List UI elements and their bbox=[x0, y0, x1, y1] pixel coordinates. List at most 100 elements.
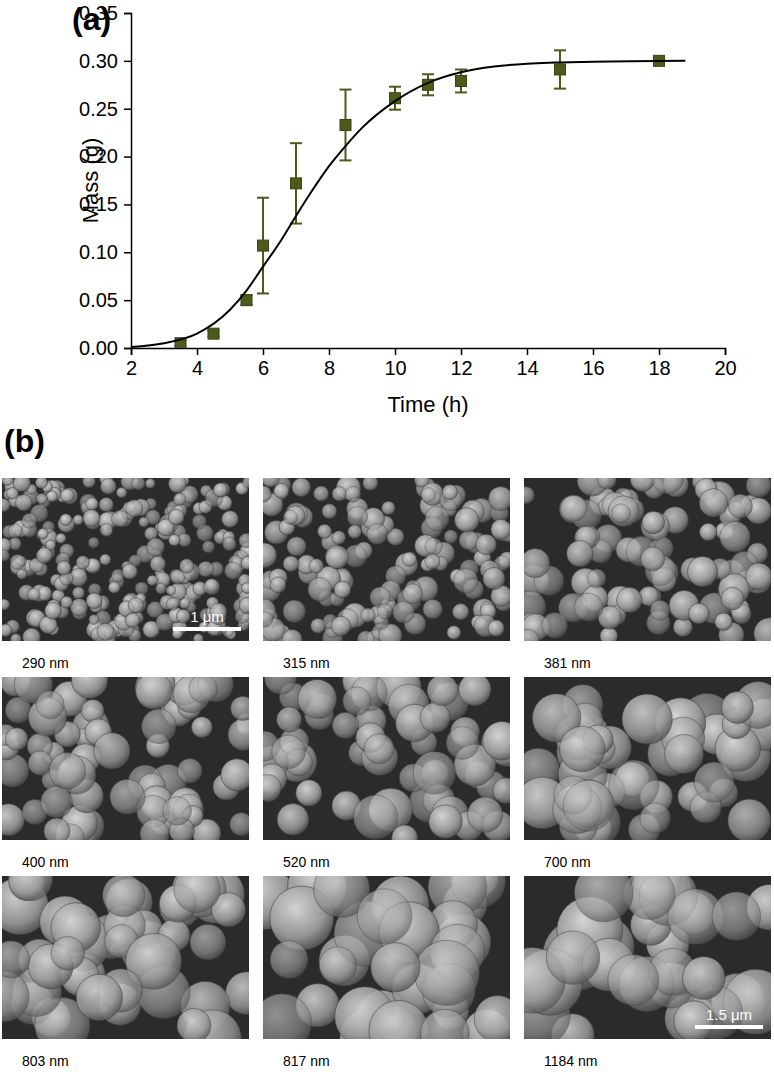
particle bbox=[61, 596, 73, 608]
x-axis-line bbox=[132, 349, 726, 356]
particle bbox=[429, 805, 462, 838]
particle bbox=[425, 554, 440, 569]
particle bbox=[476, 534, 497, 555]
particle bbox=[108, 582, 120, 594]
particle bbox=[682, 957, 725, 1000]
particle bbox=[720, 521, 751, 552]
particle bbox=[125, 613, 139, 627]
error-bar bbox=[290, 143, 302, 223]
scale-bar bbox=[173, 627, 241, 631]
particle bbox=[204, 579, 220, 595]
particle bbox=[712, 892, 761, 941]
y-tick-label: 0.30 bbox=[79, 50, 118, 72]
y-tick-label: 0.35 bbox=[79, 2, 118, 24]
particle bbox=[403, 584, 423, 604]
particle bbox=[332, 487, 346, 501]
error-bar-cap bbox=[455, 68, 467, 70]
particle bbox=[8, 876, 52, 901]
y-tick: 0.10 bbox=[79, 241, 131, 263]
particle bbox=[2, 599, 10, 610]
particle bbox=[561, 495, 587, 521]
particle bbox=[322, 504, 337, 519]
particle bbox=[728, 799, 771, 840]
particle bbox=[459, 530, 479, 550]
particle bbox=[38, 528, 49, 539]
particle bbox=[334, 581, 351, 598]
particle bbox=[447, 626, 461, 640]
particle bbox=[277, 707, 302, 732]
particle bbox=[140, 819, 169, 840]
particle bbox=[83, 478, 96, 488]
particle bbox=[51, 937, 84, 970]
particle bbox=[425, 506, 449, 530]
particle bbox=[99, 497, 113, 511]
x-axis: 2468101214161820 bbox=[126, 348, 737, 379]
particle bbox=[2, 941, 30, 978]
x-tick: 20 bbox=[714, 348, 736, 379]
x-tick: 14 bbox=[516, 348, 538, 379]
particle bbox=[283, 556, 299, 572]
particle bbox=[2, 478, 14, 486]
x-tick: 6 bbox=[258, 348, 269, 379]
particle bbox=[277, 804, 309, 836]
image-caption: 520 nm bbox=[283, 854, 330, 870]
particle bbox=[263, 486, 271, 502]
particle bbox=[608, 496, 639, 527]
particle bbox=[2, 550, 10, 561]
particle bbox=[147, 538, 165, 556]
y-tick-mark bbox=[124, 61, 131, 63]
particle bbox=[332, 531, 345, 544]
data-point bbox=[208, 328, 219, 339]
particle bbox=[28, 751, 53, 776]
x-tick-label: 18 bbox=[648, 357, 670, 379]
y-tick-mark bbox=[124, 300, 131, 302]
image-caption: 817 nm bbox=[283, 1053, 330, 1069]
particle bbox=[308, 577, 332, 601]
particle bbox=[420, 1009, 469, 1039]
particle bbox=[35, 478, 47, 489]
particle bbox=[563, 780, 614, 831]
x-tick: 16 bbox=[582, 348, 604, 379]
particle bbox=[166, 598, 178, 610]
x-tick-label: 12 bbox=[450, 357, 472, 379]
particle bbox=[145, 479, 155, 489]
particle bbox=[694, 762, 734, 802]
particle bbox=[546, 931, 599, 984]
particle bbox=[283, 510, 297, 524]
particle bbox=[142, 709, 177, 744]
particle bbox=[364, 734, 394, 764]
particle bbox=[361, 608, 375, 622]
particle bbox=[13, 478, 30, 492]
particle bbox=[224, 562, 241, 579]
sem-image-content bbox=[263, 876, 510, 1039]
particle bbox=[5, 728, 28, 751]
particle bbox=[754, 618, 771, 641]
x-tick: 18 bbox=[648, 348, 670, 379]
image-caption: 290 nm bbox=[22, 655, 69, 671]
particle bbox=[317, 524, 331, 538]
particle bbox=[560, 726, 605, 771]
particle bbox=[176, 609, 190, 623]
particle bbox=[345, 486, 361, 502]
particle bbox=[442, 485, 457, 500]
y-tick: 0.25 bbox=[79, 98, 131, 120]
x-tick-mark bbox=[593, 348, 595, 355]
data-point bbox=[456, 75, 467, 86]
particle bbox=[239, 598, 249, 614]
particle bbox=[452, 604, 468, 620]
particle bbox=[94, 733, 130, 769]
particle bbox=[363, 478, 378, 491]
particle bbox=[2, 804, 24, 836]
particle bbox=[459, 677, 491, 706]
error-bar-cap bbox=[257, 292, 269, 294]
particle bbox=[86, 593, 102, 609]
y-tick-mark bbox=[124, 108, 131, 110]
scale-bar bbox=[695, 1025, 763, 1029]
sem-image-content bbox=[2, 478, 249, 641]
particle bbox=[22, 513, 37, 528]
particle bbox=[746, 563, 771, 590]
error-bar bbox=[257, 198, 269, 294]
particle bbox=[198, 561, 214, 577]
particle bbox=[102, 876, 144, 917]
x-axis-title: Time (h) bbox=[387, 392, 468, 417]
